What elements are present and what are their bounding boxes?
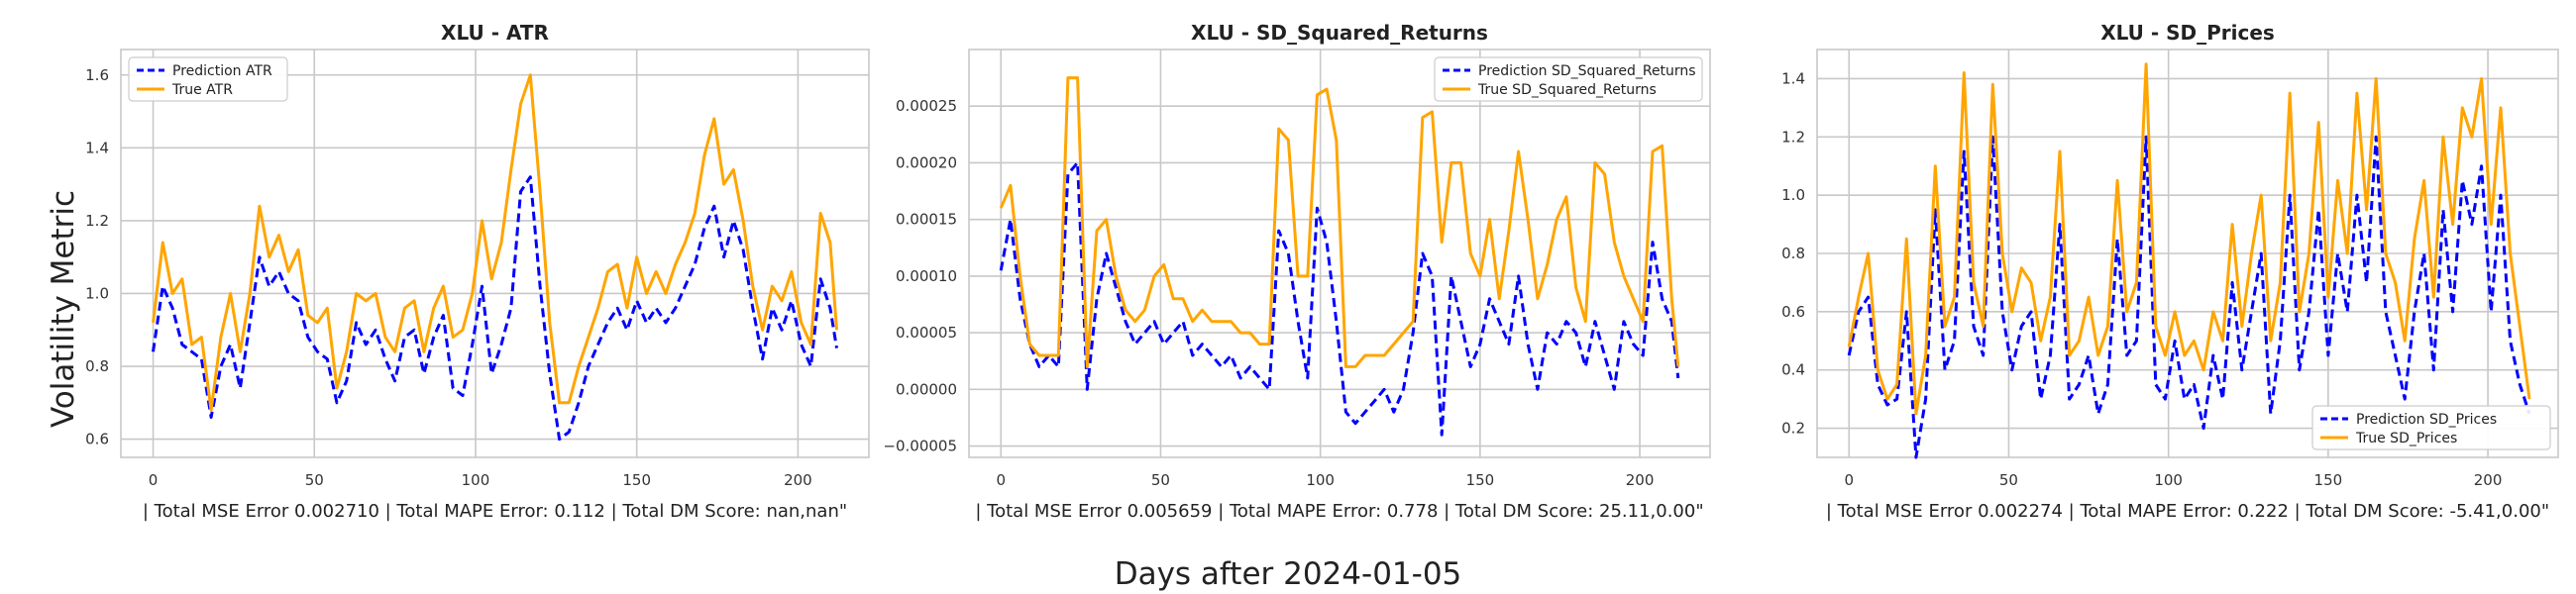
- x-tick-label: 150: [622, 471, 651, 489]
- x-tick-label: 150: [1466, 471, 1495, 489]
- y-tick-label: 0.6: [85, 431, 109, 448]
- legend-label: True SD_Squared_Returns: [1477, 82, 1657, 98]
- chart-error-summary: | Total MSE Error 0.002710 | Total MAPE …: [143, 501, 847, 522]
- y-tick-label: 0.2: [1781, 420, 1805, 438]
- y-tick-label: 1.2: [1781, 128, 1805, 146]
- legend-label: Prediction ATR: [172, 63, 272, 79]
- series-line-prediction: [152, 175, 838, 442]
- y-tick-label: 0.6: [1781, 303, 1805, 321]
- plot-frame: [1816, 49, 2559, 458]
- x-tick-label: 50: [305, 471, 324, 489]
- y-tick-label: 1.0: [85, 284, 109, 302]
- plot-frame: [968, 49, 1711, 458]
- x-tick-label: 200: [1626, 471, 1655, 489]
- chart-title: XLU - SD_Squared_Returns: [1191, 21, 1488, 45]
- chart-panel-2: 0 50 100 150 200 −0.00005 0.00000 0.00005 0.0001…: [883, 21, 1711, 522]
- x-tick-label: 200: [784, 471, 812, 489]
- y-tick-label: −0.00005: [883, 438, 957, 455]
- y-tick-label: 0.8: [85, 357, 109, 375]
- chart-title: XLU - SD_Prices: [2100, 21, 2275, 45]
- series-line-true: [152, 73, 838, 412]
- y-tick-label: 1.4: [1781, 69, 1805, 87]
- x-tick-label: 100: [1306, 471, 1335, 489]
- legend-label: True SD_Prices: [2355, 431, 2457, 446]
- x-tick-label: 0: [996, 471, 1006, 489]
- x-tick-label: 100: [462, 471, 490, 489]
- x-tick-label: 0: [1844, 471, 1854, 489]
- chart-title: XLU - ATR: [441, 21, 549, 45]
- plot-frame: [120, 49, 870, 458]
- y-tick-label: 0.00005: [896, 324, 957, 342]
- series-line-prediction: [999, 160, 1680, 437]
- series-line-prediction: [1847, 135, 2531, 459]
- legend: Prediction SD_Prices True SD_Prices: [2311, 405, 2551, 450]
- chart-panel-3: 0 50 100 150 200 0.2 0.4 0.6 0.8 1.0 1.2 1.4 XLU - S…: [1781, 21, 2559, 522]
- y-tick-label: 0.00025: [896, 97, 957, 115]
- chart-panel-1: 0 50 100 150 200 0.6 0.8 1.0 1.2 1.4 1.6 XLU - ATR |…: [85, 21, 870, 522]
- x-tick-label: 50: [1999, 471, 2018, 489]
- legend-box: [2311, 405, 2551, 450]
- x-tick-label: 50: [1151, 471, 1170, 489]
- y-tick-label: 0.00010: [896, 267, 957, 285]
- x-tick-label: 200: [2474, 471, 2503, 489]
- legend-box: [1434, 56, 1703, 102]
- legend-label: Prediction SD_Squared_Returns: [1478, 63, 1696, 79]
- y-tick-label: 1.4: [85, 139, 109, 156]
- y-tick-label: 0.00015: [896, 211, 957, 229]
- y-tick-label: 0.00020: [896, 153, 957, 171]
- y-tick-label: 1.6: [85, 66, 109, 84]
- x-tick-label: 150: [2314, 471, 2343, 489]
- y-tick-label: 0.4: [1781, 361, 1805, 379]
- legend-box: [128, 56, 288, 102]
- y-tick-label: 0.8: [1781, 245, 1805, 262]
- x-tick-label: 100: [2154, 471, 2183, 489]
- y-tick-label: 0.00000: [896, 380, 957, 398]
- legend: Prediction SD_Squared_Returns True SD_Squ…: [1434, 56, 1703, 102]
- chart-error-summary: | Total MSE Error 0.002274 | Total MAPE …: [1826, 501, 2549, 522]
- legend: Prediction ATR True ATR: [128, 56, 288, 102]
- chart-error-summary: | Total MSE Error 0.005659 | Total MAPE …: [975, 501, 1703, 522]
- y-tick-label: 1.2: [85, 212, 109, 230]
- figure-xlabel: Days after 2024-01-05: [1115, 556, 1462, 592]
- legend-label: True ATR: [171, 82, 233, 98]
- x-tick-label: 0: [149, 471, 159, 489]
- legend-label: Prediction SD_Prices: [2356, 412, 2497, 428]
- series-line-true: [1847, 62, 2531, 416]
- series-line-true: [999, 76, 1680, 368]
- figure-ylabel: Volatility Metric: [46, 190, 81, 428]
- y-tick-label: 1.0: [1781, 186, 1805, 204]
